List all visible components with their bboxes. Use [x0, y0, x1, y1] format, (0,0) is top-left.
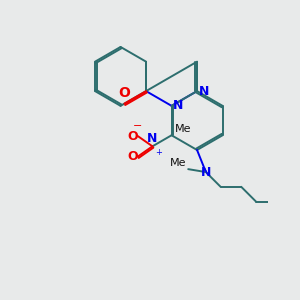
Text: Me: Me [170, 158, 187, 168]
Text: +: + [155, 148, 162, 157]
Text: O: O [127, 130, 138, 142]
Text: N: N [173, 99, 183, 112]
Text: −: − [133, 121, 142, 131]
Text: Me: Me [175, 124, 191, 134]
Text: O: O [118, 86, 130, 100]
Text: N: N [201, 166, 211, 178]
Text: N: N [147, 132, 158, 145]
Text: N: N [199, 85, 209, 98]
Text: O: O [127, 150, 138, 163]
